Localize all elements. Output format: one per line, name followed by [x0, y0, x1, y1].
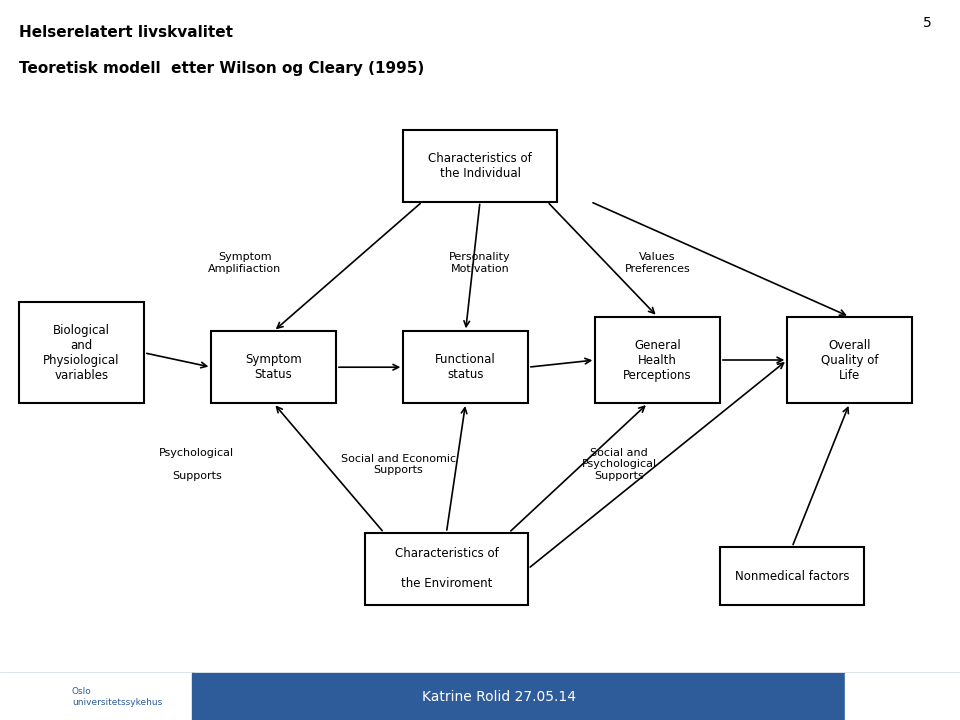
- Text: Overall
Quality of
Life: Overall Quality of Life: [821, 338, 878, 382]
- Text: General
Health
Perceptions: General Health Perceptions: [623, 338, 692, 382]
- Bar: [0, 673, 960, 720]
- Text: Helserelatert livskvalitet: Helserelatert livskvalitet: [19, 25, 233, 40]
- Text: Psychological

Supports: Psychological Supports: [159, 448, 234, 481]
- Text: Katrine Rolid 27.05.14: Katrine Rolid 27.05.14: [422, 690, 576, 704]
- Text: Oslo
universitetssykehus: Oslo universitetssykehus: [72, 688, 162, 706]
- FancyBboxPatch shape: [211, 331, 336, 403]
- Text: Symptom
Amplifiaction: Symptom Amplifiaction: [208, 252, 281, 274]
- Text: Social and Economic
Supports: Social and Economic Supports: [341, 454, 456, 475]
- Bar: [845, 673, 960, 720]
- FancyBboxPatch shape: [403, 331, 528, 403]
- Text: Biological
and
Physiological
variables: Biological and Physiological variables: [43, 324, 120, 382]
- Text: Social and
Psychological
Supports: Social and Psychological Supports: [582, 448, 657, 481]
- FancyBboxPatch shape: [595, 317, 720, 403]
- Bar: [192, 673, 194, 720]
- Text: Characteristics of

the Enviroment: Characteristics of the Enviroment: [395, 547, 498, 590]
- Bar: [0, 673, 192, 720]
- FancyBboxPatch shape: [720, 547, 864, 605]
- Text: Personality
Motivation: Personality Motivation: [449, 252, 511, 274]
- Text: Nonmedical factors: Nonmedical factors: [734, 570, 850, 582]
- Text: Symptom
Status: Symptom Status: [245, 354, 302, 381]
- Text: Characteristics of
the Individual: Characteristics of the Individual: [428, 152, 532, 179]
- FancyBboxPatch shape: [365, 533, 528, 605]
- Text: 5: 5: [923, 16, 931, 30]
- Text: Teoretisk modell  etter Wilson og Cleary (1995): Teoretisk modell etter Wilson og Cleary …: [19, 61, 424, 76]
- Text: Values
Preferences: Values Preferences: [625, 252, 690, 274]
- Text: Functional
status: Functional status: [435, 354, 496, 381]
- FancyBboxPatch shape: [19, 302, 144, 403]
- FancyBboxPatch shape: [403, 130, 557, 202]
- FancyBboxPatch shape: [787, 317, 912, 403]
